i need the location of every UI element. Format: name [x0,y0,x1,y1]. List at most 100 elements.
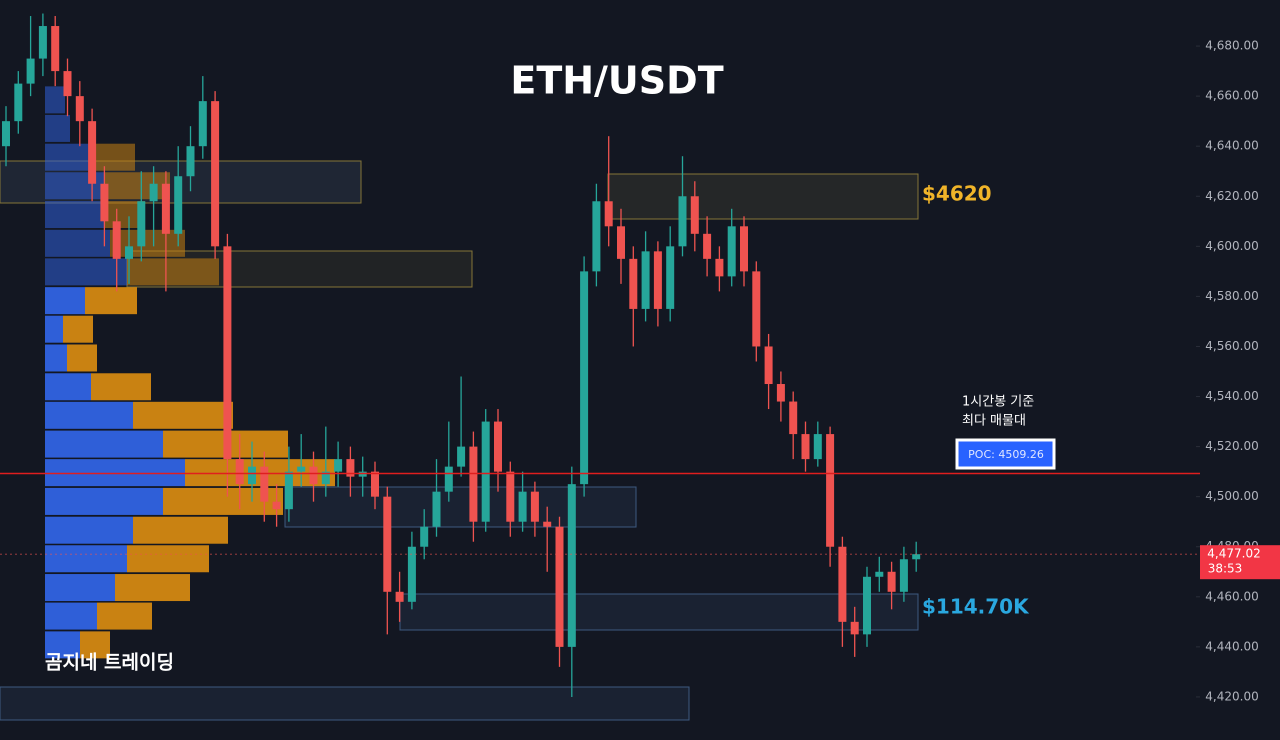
candle-body [863,576,871,635]
candle-body [260,466,269,502]
candle-body [887,571,896,592]
price-axis: 4,420.004,440.004,460.004,480.004,500.00… [1196,39,1259,703]
candle-body [161,183,170,234]
candle-body [703,233,712,259]
candle-body [494,421,502,472]
zones [0,160,919,721]
profile-buy [45,545,127,573]
profile-sell [115,574,190,602]
candle-body [346,459,355,477]
poc-box [955,438,1056,470]
y-tick-label: 4,500.00 [1205,489,1258,503]
profile-buy [45,459,185,487]
candle-body [567,484,576,647]
profile-buy [45,315,63,343]
candle-body [371,471,379,497]
support-zone [0,686,690,721]
candle-body [752,271,761,347]
profile-sell [133,401,233,429]
candle-body [235,459,244,485]
candle-body [530,491,539,522]
candle-body [211,101,220,247]
candle-body [555,526,564,647]
candle-body [100,183,109,222]
profile-buy [45,516,133,544]
y-tick-label: 4,440.00 [1205,639,1258,653]
profile-sell [91,373,151,401]
support-zone [284,486,637,528]
candle-body [469,446,478,522]
y-tick-label: 4,680.00 [1205,39,1258,53]
candle-body [14,83,23,122]
candle-body [248,466,256,485]
profile-sell [110,229,185,257]
profile-buy [45,487,163,515]
poc-note: 최다 매물대 [962,414,1026,429]
candle-body [666,246,675,309]
y-tick-label: 4,600.00 [1205,239,1258,253]
profile-buy [45,86,65,114]
candle-body [506,471,515,522]
candle-body [297,466,306,472]
y-tick-label: 4,420.00 [1205,689,1258,703]
candle-body [850,621,859,635]
candle-body [912,554,921,560]
profile-buy [45,401,133,429]
profile-buy [45,430,163,458]
candle-body [543,521,552,527]
candle-body [186,146,195,177]
y-tick-label: 4,580.00 [1205,289,1258,303]
profile-sell [95,143,135,171]
profile-buy [45,574,115,602]
candle-body [2,121,10,147]
profile-sell [127,545,209,573]
candle-body [481,421,490,522]
y-tick-label: 4,460.00 [1205,589,1258,603]
candle-body [51,26,60,72]
candle-body [580,271,589,485]
candle-body [272,501,281,510]
candle-body [137,201,146,247]
candle-body [617,226,625,259]
profile-sell [80,631,110,659]
candle-body [420,526,429,547]
candle-body [813,434,822,460]
y-tick-label: 4,640.00 [1205,139,1258,153]
candle-body [38,26,47,59]
profile-buy [45,287,85,315]
candle-body [284,471,293,510]
candle-body [407,546,416,602]
candle-body [457,446,466,467]
watermark: 곰지네 트레이딩 [45,652,174,674]
candle-body [592,201,601,272]
annotation: $114.70K [922,595,1030,619]
candle-body [309,466,318,485]
poc-label: POC: 4509.26 [968,448,1044,461]
candle-body [112,221,121,259]
candle-body [678,196,687,247]
last-price-label: 4,477.02 [1207,547,1260,561]
candle-body [149,183,158,202]
profile-buy [45,114,70,142]
profile-sell [97,602,152,630]
profile-buy [45,143,95,171]
annotation: $4620 [922,182,992,206]
profile-sell [67,344,97,372]
candle-body [125,246,133,259]
candle-body [776,384,785,402]
candle-body [604,201,613,227]
poc-note: 1시간봉 기준 [962,395,1034,410]
countdown: 38:53 [1208,562,1243,576]
candle-body [801,434,810,460]
candles [2,13,921,697]
profile-buy [45,344,67,372]
profile-sell [85,287,137,315]
candle-body [334,459,343,472]
candle-body [75,96,84,122]
candle-body [395,591,404,602]
candle-body [826,434,835,547]
candle-body [383,496,392,592]
candle-body [727,226,736,277]
candle-body [198,101,207,147]
candle-body [88,121,97,184]
